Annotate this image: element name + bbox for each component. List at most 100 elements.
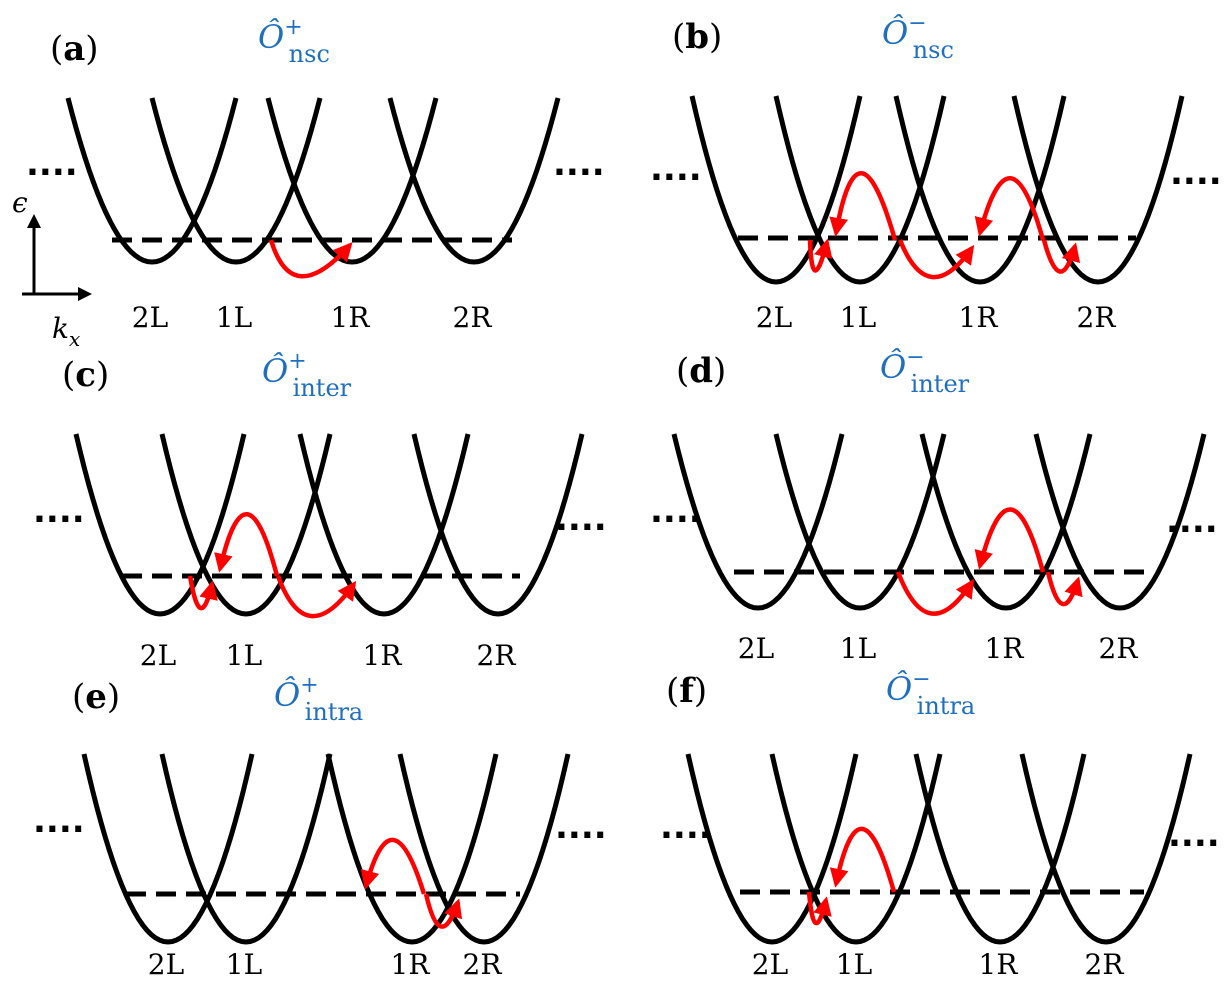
valley-parabola-2R bbox=[1033, 433, 1207, 611]
ellipsis-left: .... bbox=[650, 491, 702, 531]
operator-title: Ô− intra bbox=[886, 667, 975, 720]
valley-label-1L: 1L bbox=[226, 948, 262, 981]
scattering-arrow bbox=[829, 171, 898, 241]
panel-label-close: ) bbox=[107, 677, 120, 717]
panel-label: (c) bbox=[62, 355, 109, 395]
operator-title: Ô+ intra bbox=[274, 673, 363, 726]
panel-label: (f) bbox=[666, 671, 707, 711]
operator-subscript: intra bbox=[305, 698, 364, 726]
operator-symbol: Ô bbox=[274, 676, 300, 714]
energy-axis-head bbox=[27, 214, 41, 228]
valley-parabola-2R bbox=[1019, 753, 1193, 945]
panel-label-letter: b bbox=[685, 17, 709, 57]
scattering-arrow bbox=[895, 571, 975, 616]
scattering-arrow bbox=[807, 238, 833, 273]
scattering-arrow bbox=[1041, 239, 1081, 274]
valley-label-1L: 1L bbox=[840, 301, 876, 334]
valley-label-2L: 2L bbox=[148, 948, 184, 981]
valley-parabola-1R bbox=[265, 97, 439, 265]
panel-label: (d) bbox=[676, 351, 726, 391]
valley-parabola-2L bbox=[685, 753, 859, 945]
ellipsis-right: .... bbox=[1170, 153, 1222, 193]
valley-label-2L: 2L bbox=[140, 639, 176, 672]
operator-superscript: − bbox=[908, 11, 926, 36]
valley-label-1R: 1R bbox=[959, 301, 999, 334]
panel-label-close: ) bbox=[713, 351, 726, 391]
valley-parabola-1R bbox=[919, 433, 1093, 611]
valley-label-2R: 2R bbox=[1085, 948, 1125, 981]
panel-label-close: ) bbox=[96, 355, 109, 395]
operator-superscript: + bbox=[288, 349, 306, 374]
panel-label-open: ( bbox=[62, 355, 75, 395]
energy-axis-label: ϵ bbox=[12, 186, 28, 219]
panel-label: (e) bbox=[72, 677, 120, 717]
panel-b: (b) Ô− nsc 2L 1L 1R 2R........ bbox=[650, 11, 1222, 334]
momentum-axis-head bbox=[78, 287, 92, 301]
ellipsis-right: .... bbox=[553, 144, 605, 184]
scattering-arrow bbox=[974, 176, 1046, 241]
ellipsis-right: .... bbox=[1168, 815, 1220, 855]
operator-subscript: inter bbox=[911, 370, 970, 398]
valley-label-1L: 1L bbox=[226, 639, 262, 672]
valley-label-1R: 1R bbox=[985, 632, 1025, 665]
valley-parabola-1L bbox=[769, 753, 943, 945]
ellipsis-left: .... bbox=[33, 801, 85, 841]
scattering-arrow bbox=[275, 575, 357, 619]
operator-symbol: Ô bbox=[258, 18, 284, 56]
momentum-axis-base: k bbox=[52, 312, 69, 345]
panel-label-close: ) bbox=[694, 671, 707, 711]
panel-label-letter: f bbox=[679, 671, 696, 711]
valley-parabola-2L bbox=[689, 95, 863, 285]
valley-label-1R: 1R bbox=[331, 301, 371, 334]
scattering-arrow bbox=[1045, 571, 1083, 607]
valley-label-1R: 1R bbox=[979, 948, 1019, 981]
ellipsis-left: .... bbox=[26, 144, 78, 184]
ellipsis-left: .... bbox=[660, 807, 712, 847]
operator-superscript: + bbox=[300, 673, 318, 698]
scattering-arrow bbox=[268, 239, 353, 279]
panel-c: (c) Ô+ inter 2L 1L 1R 2R........ bbox=[33, 349, 607, 672]
panel-label-open: ( bbox=[50, 29, 63, 69]
ellipsis-right: .... bbox=[1166, 501, 1218, 541]
axis-indicator: ϵ kx bbox=[12, 186, 92, 351]
valley-label-2R: 2R bbox=[477, 639, 517, 672]
panel-label-letter: c bbox=[75, 355, 96, 395]
valley-parabola-1L bbox=[159, 753, 333, 945]
valley-parabola-1R bbox=[913, 753, 1087, 945]
panel-d: (d) Ô− inter 2L 1L 1R 2R........ bbox=[650, 345, 1218, 665]
valley-parabola-2L bbox=[65, 97, 239, 265]
panel-label-letter: e bbox=[85, 677, 107, 717]
panel-label-open: ( bbox=[676, 351, 689, 391]
operator-symbol: Ô bbox=[882, 14, 908, 52]
valley-parabola-2L bbox=[671, 433, 845, 611]
valley-label-2L: 2L bbox=[752, 948, 788, 981]
ellipsis-right: .... bbox=[555, 499, 607, 539]
valley-parabola-2R bbox=[397, 753, 571, 945]
valley-label-2R: 2R bbox=[453, 301, 493, 334]
operator-symbol: Ô bbox=[262, 352, 288, 390]
panel-label-letter: a bbox=[63, 29, 85, 69]
momentum-axis-label: kx bbox=[52, 312, 80, 351]
scattering-arrow bbox=[897, 239, 975, 280]
valley-parabola-1L bbox=[773, 95, 947, 285]
valley-parabola-2R bbox=[411, 433, 585, 617]
panel-e: (e) Ô+ intra 2L 1L 1R 2R........ bbox=[33, 673, 607, 981]
scattering-arrow bbox=[829, 826, 897, 893]
scattering-arrow bbox=[187, 575, 218, 611]
valley-parabola-2L bbox=[81, 753, 255, 945]
operator-title: Ô− inter bbox=[880, 345, 970, 398]
valley-label-2L: 2L bbox=[738, 632, 774, 665]
operator-title: Ô+ nsc bbox=[258, 15, 330, 68]
momentum-axis-subscript: x bbox=[69, 327, 80, 351]
panel-label-open: ( bbox=[672, 17, 685, 57]
operator-subscript: inter bbox=[293, 374, 352, 402]
panel-f: (f) Ô− intra 2L 1L 1R 2R........ bbox=[660, 667, 1220, 981]
valley-label-2R: 2R bbox=[463, 948, 503, 981]
operator-title: Ô− nsc bbox=[882, 11, 954, 64]
valley-parabola-1R bbox=[893, 95, 1067, 285]
operator-superscript: − bbox=[912, 667, 930, 692]
valley-label-2R: 2R bbox=[1099, 632, 1139, 665]
